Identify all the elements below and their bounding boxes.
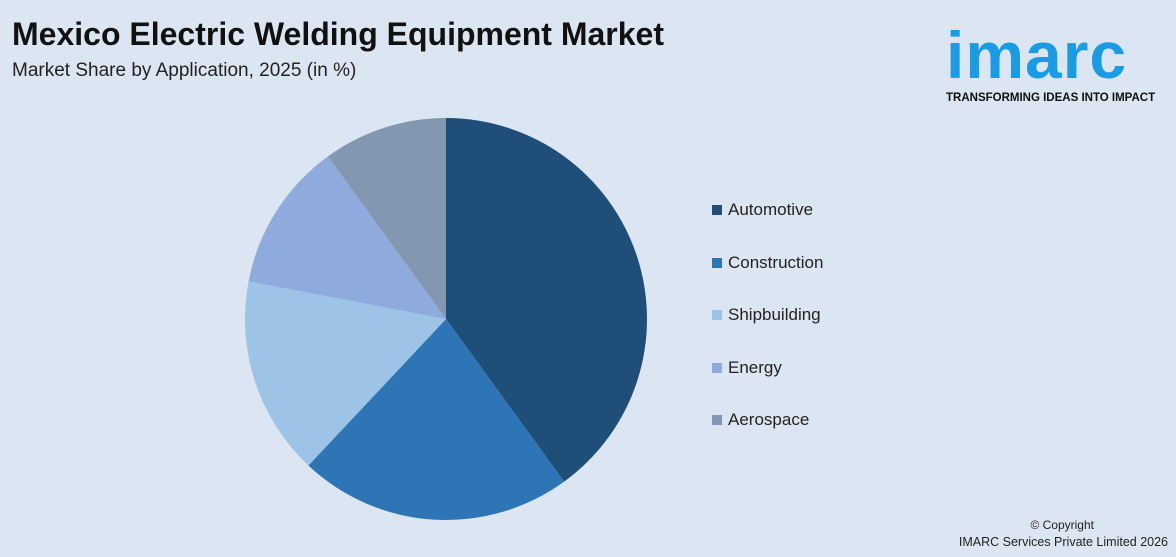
legend-label: Aerospace: [728, 410, 810, 430]
legend-item-aerospace: Aerospace: [712, 394, 823, 447]
legend-item-construction: Construction: [712, 237, 823, 290]
legend-item-automotive: Automotive: [712, 184, 823, 237]
company-credit: IMARC Services Private Limited 2026: [958, 535, 1168, 549]
legend-label: Energy: [728, 357, 782, 377]
copyright: © Copyright: [1030, 518, 1094, 532]
legend-swatch: [712, 415, 722, 426]
legend-label: Construction: [728, 252, 824, 272]
pie-slice-construction: [308, 319, 565, 520]
pie-slice-automotive: [446, 118, 647, 482]
legend-swatch: [712, 310, 722, 321]
logo-wordmark: imarc: [946, 18, 1128, 92]
legend-item-energy: Energy: [712, 342, 823, 395]
legend: Automotive Construction Shipbuilding Energy…: [712, 184, 823, 447]
legend-label: Shipbuilding: [728, 305, 821, 325]
logo-tagline: TRANSFORMING IDEAS INTO IMPACT: [946, 92, 1156, 104]
legend-label: Automotive: [728, 200, 814, 220]
legend-item-shipbuilding: Shipbuilding: [712, 289, 823, 342]
chart-subtitle: Market Share by Application, 2025 (in %): [12, 60, 357, 81]
pie-slice-shipbuilding: [245, 281, 446, 466]
pie-slice-energy: [248, 156, 446, 319]
pie-slice-aerospace: [327, 118, 446, 319]
legend-swatch: [712, 205, 722, 216]
legend-swatch: [712, 257, 722, 268]
chart-title: Mexico Electric Welding Equipment Market: [12, 16, 664, 52]
legend-swatch: [712, 362, 722, 373]
imarc-logo: imarc TRANSFORMING IDEAS INTO IMPACT: [946, 12, 1170, 104]
